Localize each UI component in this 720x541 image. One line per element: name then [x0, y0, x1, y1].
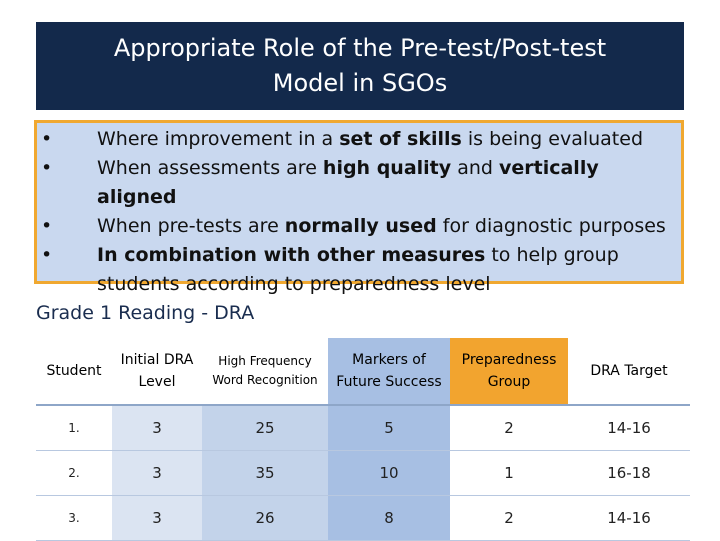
bullet-bold: vertically aligned	[97, 157, 599, 208]
bullet-bold: normally used	[284, 215, 437, 237]
table-row: 2. 3 35 10 1 16-18	[36, 450, 690, 496]
cell-preparedness: 2	[450, 495, 568, 541]
bullet-text: When assessments are	[97, 157, 323, 179]
bullet-item: • When assessments are high quality and …	[41, 154, 677, 212]
cell-markers: 10	[328, 450, 450, 496]
cell-hfw: 25	[202, 405, 328, 451]
slide-title-line-2: Model in SGOs	[272, 69, 448, 97]
bullet-dot-icon: •	[41, 244, 53, 266]
bullet-item: • Where improvement in a set of skills i…	[41, 125, 677, 154]
bullet-box: • Where improvement in a set of skills i…	[34, 120, 684, 295]
slide-title-line-1: Appropriate Role of the Pre-test/Post-te…	[113, 34, 607, 62]
cell-student: 1.	[36, 405, 112, 451]
table-row: 3. 3 26 8 2 14-16	[36, 495, 690, 541]
header-initial-dra: Initial DRA Level	[112, 338, 202, 406]
bullet-dot-icon: •	[41, 157, 53, 179]
cell-initial: 3	[112, 450, 202, 496]
header-dra-target: DRA Target	[568, 338, 690, 406]
header-preparedness: Preparedness Group	[450, 338, 568, 406]
cell-hfw: 35	[202, 450, 328, 496]
bullet-text: for diagnostic purposes	[436, 215, 666, 237]
slide-title: Appropriate Role of the Pre-test/Post-te…	[36, 22, 684, 110]
bullet-item: • In combination with other measures to …	[41, 241, 677, 299]
cell-preparedness: 2	[450, 405, 568, 451]
cell-student: 3.	[36, 495, 112, 541]
cell-initial: 3	[112, 405, 202, 451]
cell-initial: 3	[112, 495, 202, 541]
bullet-bold: high quality	[322, 157, 452, 179]
cell-student: 2.	[36, 450, 112, 496]
bullet-item: • When pre-tests are normally used for d…	[41, 212, 677, 241]
bullet-bold: set of skills	[339, 128, 462, 150]
cell-preparedness: 1	[450, 450, 568, 496]
cell-markers: 5	[328, 405, 450, 451]
bullet-text: and	[451, 157, 499, 179]
header-hfw: High Frequency Word Recognition	[202, 338, 328, 406]
table-header-row: Student Initial DRA Level High Frequency…	[36, 338, 690, 406]
bullet-list: • Where improvement in a set of skills i…	[41, 125, 677, 299]
bullet-dot-icon: •	[41, 215, 53, 237]
cell-markers: 8	[328, 495, 450, 541]
table-title: Grade 1 Reading - DRA	[36, 302, 255, 324]
bullet-text: Where improvement in a	[97, 128, 340, 150]
cell-target: 14-16	[568, 495, 690, 541]
header-student: Student	[36, 338, 112, 406]
table-row: 1. 3 25 5 2 14-16	[36, 405, 690, 451]
bullet-text: When pre-tests are	[97, 215, 285, 237]
bullet-text: to help group students according to prep…	[97, 244, 619, 295]
dra-table: Student Initial DRA Level High Frequency…	[36, 338, 690, 541]
bullet-dot-icon: •	[41, 128, 53, 150]
header-markers: Markers of Future Success	[328, 338, 450, 406]
bullet-text: is being evaluated	[461, 128, 644, 150]
bullet-bold: In combination with other measures	[97, 244, 486, 266]
cell-target: 16-18	[568, 450, 690, 496]
cell-target: 14-16	[568, 405, 690, 451]
cell-hfw: 26	[202, 495, 328, 541]
